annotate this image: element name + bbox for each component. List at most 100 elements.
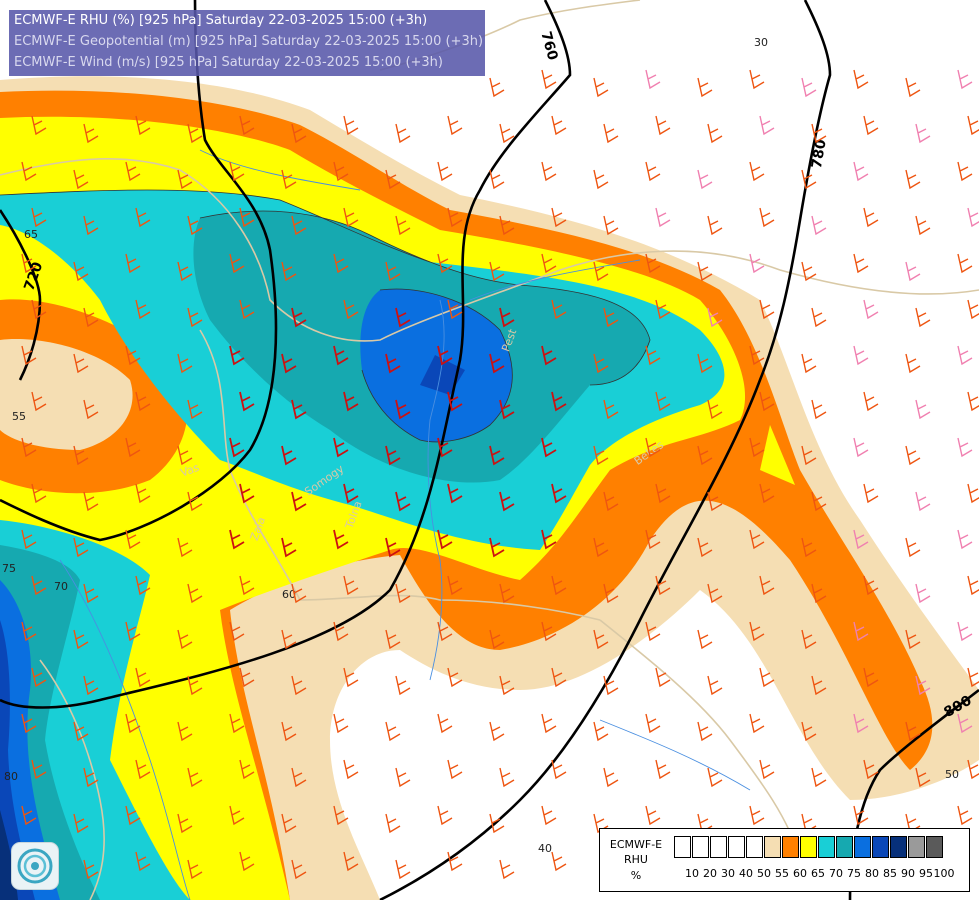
wind-barb [915,123,931,144]
wind-barb [489,537,505,558]
rhu-label-65: 65 [24,228,38,241]
wind-barb [177,445,193,466]
wind-barb [863,299,879,320]
wind-barb [645,345,661,366]
legend-swatch [890,836,907,858]
wind-barb [135,851,151,872]
wind-barb [239,391,255,412]
wind-barb [125,437,141,458]
wind-barb [229,621,245,642]
wind-barb [749,621,765,642]
rhu-label-40: 40 [538,842,552,855]
wind-barb [281,445,297,466]
legend-swatch [872,836,889,858]
wind-barb [291,859,307,880]
wind-barb [499,767,515,788]
wind-barb [697,77,713,98]
wind-barb [759,667,775,688]
wind-barb [73,813,89,834]
wind-barb [187,123,203,144]
wind-barb [395,307,411,328]
wind-barb [697,721,713,742]
wind-barb [291,123,307,144]
wind-barb [541,621,557,642]
wind-barb [447,851,463,872]
wind-barb [395,123,411,144]
wind-barb [957,621,973,642]
rhu-labels: 30 40 50 55 60 65 70 75 80 [2,36,959,855]
wind-barb [73,353,89,374]
wind-barb [593,445,609,466]
wind-barb [135,759,151,780]
wind-barb [645,69,661,90]
wind-barb [291,767,307,788]
wind-barb [915,399,931,420]
wind-barb [385,445,401,466]
wind-barb [333,621,349,642]
wind-barb [499,399,515,420]
wind-barb [73,629,89,650]
legend-swatch [782,836,799,858]
wind-barb [707,675,723,696]
wind-barb [551,759,567,780]
wind-barb [957,805,973,826]
wind-barb [499,307,515,328]
wind-barb [239,759,255,780]
legend-title-model: ECMWF-E [609,838,663,851]
wind-barb [957,69,973,90]
legend-swatch [818,836,835,858]
wind-barb [499,675,515,696]
wind-barb [229,713,245,734]
wind-barb [759,759,775,780]
rhu-band-85-sw [0,620,35,900]
wind-barb [291,307,307,328]
wind-barb [31,483,47,504]
wind-barb [83,491,99,512]
wind-barb [593,77,609,98]
wind-barb [863,483,879,504]
wind-barb [853,69,869,90]
wind-barb [759,483,775,504]
wind-barb [489,445,505,466]
wind-barb [31,115,47,136]
wind-barb [863,207,879,228]
wind-barb [135,299,151,320]
legend-tick-label: 55 [775,867,789,880]
wind-barb [239,667,255,688]
wind-barb [905,261,921,282]
wind-barb [655,207,671,228]
wind-barb [801,353,817,374]
wind-barb [905,445,921,466]
wind-barb [489,261,505,282]
wind-barb [957,529,973,550]
wind-barb [749,161,765,182]
wind-barb [281,169,297,190]
wind-barb [759,207,775,228]
wind-barb [437,437,453,458]
wind-barb [385,721,401,742]
rhu-label-55: 55 [12,410,26,423]
wind-barbs [21,69,979,880]
wind-barb [187,583,203,604]
wind-barb [853,805,869,826]
wind-barb [447,391,463,412]
wind-barb [385,813,401,834]
wind-barb [853,161,869,182]
wind-barb [187,491,203,512]
wind-barb [697,537,713,558]
wind-barb [447,483,463,504]
wind-barb [229,805,245,826]
wind-barb [187,859,203,880]
wind-barb [915,215,931,236]
wind-barb [499,859,515,880]
wind-barb [291,675,307,696]
wind-barb [957,253,973,274]
wind-barb [343,391,359,412]
wind-barb [177,261,193,282]
legend-swatch [800,836,817,858]
rhu-label-50: 50 [945,768,959,781]
wind-barb [333,805,349,826]
wind-barb [811,491,827,512]
wind-barb [707,307,723,328]
